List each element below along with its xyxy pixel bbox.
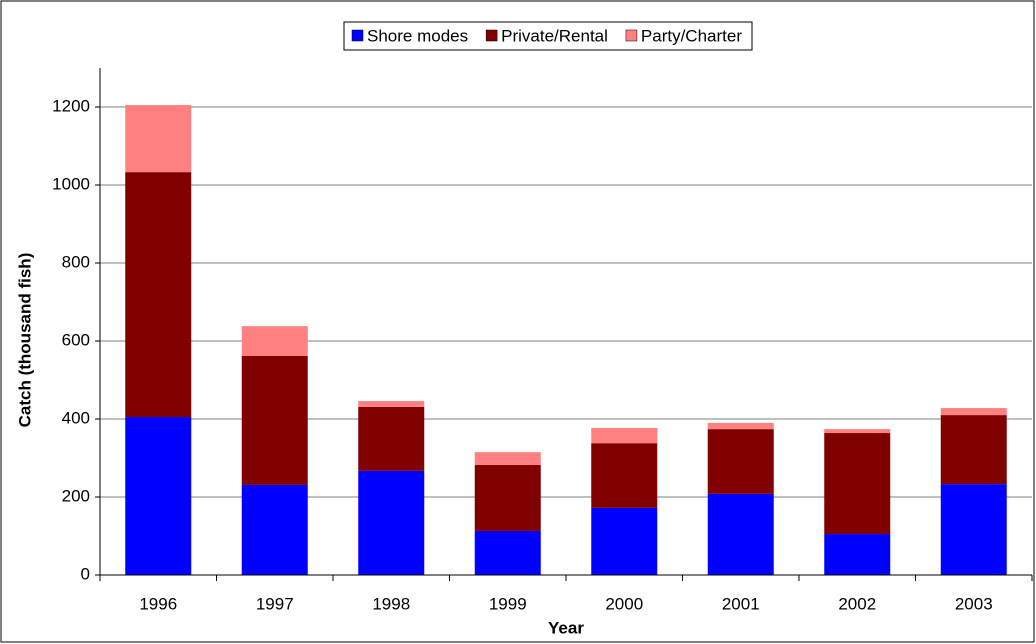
legend-label: Party/Charter [641, 26, 742, 45]
x-tick-label: 2003 [955, 594, 993, 613]
bar-segment [241, 355, 308, 485]
bar-segment [940, 408, 1007, 416]
legend-label: Private/Rental [501, 26, 608, 45]
legend-label: Shore modes [367, 26, 468, 45]
bar-segment [591, 507, 658, 575]
bar-segment [824, 433, 891, 535]
bar-segment [824, 429, 891, 434]
legend-swatch [485, 29, 498, 42]
x-tick-label: 1997 [256, 594, 294, 613]
x-axis-title: Year [548, 618, 584, 637]
legend-swatch [351, 29, 364, 42]
bar-segment [358, 401, 425, 407]
y-tick-label: 1000 [52, 174, 90, 193]
x-tick-label: 1996 [139, 594, 177, 613]
legend-swatch [625, 29, 638, 42]
bar-segment [824, 534, 891, 575]
x-tick-label: 1998 [372, 594, 410, 613]
y-tick-label: 800 [62, 252, 90, 271]
legend-box [343, 21, 753, 51]
y-tick-label: 1200 [52, 96, 90, 115]
x-tick-label: 2000 [605, 594, 643, 613]
bar-segment [940, 415, 1007, 485]
bar-segment [125, 105, 192, 173]
x-tick-label: 2001 [722, 594, 760, 613]
bar-segment [358, 470, 425, 575]
y-tick-label: 600 [62, 330, 90, 349]
bar-segment [125, 172, 192, 418]
bar-segment [241, 326, 308, 356]
bar-segment [125, 417, 192, 575]
legend: Shore modes Private/Rental Party/Charter [343, 21, 753, 51]
bar-segment [707, 422, 774, 430]
bar-segment [474, 465, 541, 531]
y-axis-title: Catch (thousand fish) [15, 253, 34, 428]
x-tick-label: 1999 [489, 594, 527, 613]
x-tick-label: 2002 [838, 594, 876, 613]
bar-segment [707, 429, 774, 494]
bar-segment [474, 452, 541, 466]
bar-segment [358, 406, 425, 471]
y-tick-label: 200 [62, 486, 90, 505]
bar-segment [707, 493, 774, 575]
bar-segment [591, 443, 658, 508]
bar-segment [474, 530, 541, 575]
y-tick-label: 0 [81, 564, 90, 583]
y-tick-label: 400 [62, 408, 90, 427]
bar-segment [241, 484, 308, 575]
bar-segment [591, 427, 658, 444]
bar-segment [940, 484, 1007, 575]
